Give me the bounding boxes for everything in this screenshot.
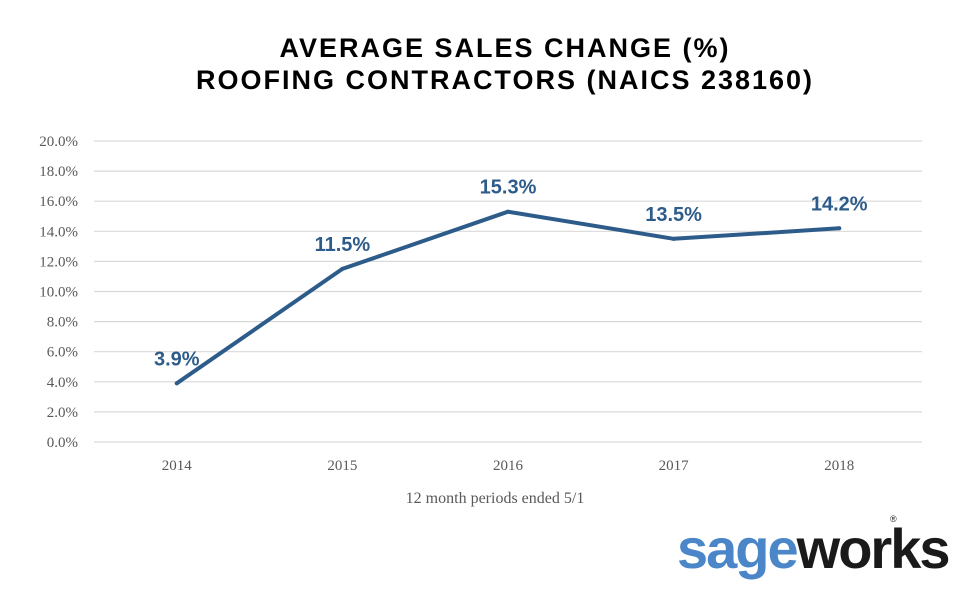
data-label: 3.9% [154, 348, 200, 370]
data-label: 13.5% [645, 204, 702, 226]
x-tick-label: 2014 [162, 458, 193, 474]
data-label: 15.3% [480, 177, 537, 199]
y-tick-label: 18.0% [39, 164, 78, 180]
y-tick-label: 8.0% [47, 315, 78, 331]
data-point [340, 266, 345, 271]
data-point [506, 209, 510, 214]
y-tick-label: 0.0% [47, 435, 78, 451]
y-tick-label: 2.0% [47, 405, 78, 421]
sageworks-logo: sageworks ® [677, 514, 951, 580]
data-point [837, 226, 842, 231]
x-tick-label: 2018 [824, 458, 854, 474]
y-tick-label: 20.0% [39, 134, 78, 150]
logo-wordmark: sageworks [677, 517, 949, 580]
x-tick-label: 2017 [659, 458, 690, 474]
y-tick-label: 16.0% [39, 194, 78, 210]
registered-mark: ® [890, 514, 897, 524]
data-label: 14.2% [811, 193, 868, 215]
chart-title-line-1: AVERAGE SALES CHANGE (%) [279, 33, 730, 63]
logo-text-works: works [796, 517, 949, 580]
y-tick-label: 6.0% [47, 345, 78, 361]
x-axis-tick-labels: 2014 2015 2016 2017 2018 [162, 458, 854, 474]
data-labels: 3.9% 11.5% 15.3% 13.5% 14.2% [154, 177, 868, 371]
gridlines [94, 140, 922, 443]
y-tick-label: 12.0% [39, 254, 78, 270]
data-point [174, 381, 179, 386]
x-tick-label: 2015 [327, 458, 357, 474]
data-label: 11.5% [315, 234, 371, 256]
y-tick-label: 10.0% [39, 285, 78, 301]
data-point [671, 236, 676, 241]
y-tick-label: 14.0% [39, 224, 78, 240]
x-axis-title: 12 month periods ended 5/1 [406, 490, 585, 507]
y-tick-label: 4.0% [47, 375, 78, 391]
series-layer [174, 209, 842, 386]
logo-text-sage: sage [677, 517, 797, 580]
chart-title-line-2: ROOFING CONTRACTORS (NAICS 238160) [196, 65, 814, 95]
x-tick-label: 2016 [493, 458, 524, 474]
y-axis-tick-labels: 0.0% 2.0% 4.0% 6.0% 8.0% 10.0% 12.0% 14.0% 16.0%… [39, 134, 78, 451]
